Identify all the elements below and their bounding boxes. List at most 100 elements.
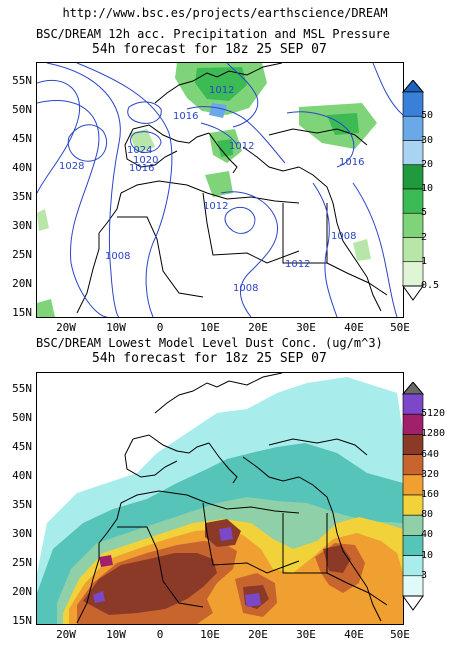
colorbar-swatch	[402, 115, 424, 141]
lon-label: 20W	[56, 628, 76, 641]
panel2-title: BSC/DREAM Lowest Model Level Dust Conc. …	[36, 336, 383, 350]
lon-label: 0	[156, 321, 164, 334]
colorbar-swatch	[402, 164, 424, 190]
colorbar-label: 1	[421, 255, 428, 267]
dust-peak-purple-3	[93, 591, 105, 603]
colorbar-swatch	[402, 188, 424, 214]
lat-label: 25N	[12, 248, 32, 261]
colorbar-label: 80	[421, 509, 434, 521]
dust-peak-purple-1	[219, 527, 233, 541]
dust-peak-magenta	[99, 555, 113, 567]
dust-map-svg	[37, 373, 403, 624]
lon-label: 40E	[344, 321, 364, 334]
lon-label: 50E	[390, 321, 410, 334]
isobar-label: 1012	[285, 259, 310, 270]
colorbar-label: 5120	[421, 408, 446, 420]
colorbar-label: 2	[421, 231, 428, 243]
isobar-label: 1016	[339, 157, 364, 168]
colorbar-swatch	[402, 91, 424, 117]
lat-label: 15N	[12, 306, 32, 319]
lat-label: 45N	[12, 132, 32, 145]
lat-label: 35N	[12, 190, 32, 203]
precipitation-map-svg: 1012 1016 1024 1020 1016 1028 1012 1016 …	[37, 63, 403, 317]
isobar-label: 1016	[173, 111, 198, 122]
lon-label: 10W	[106, 321, 126, 334]
colorbar-swatch	[402, 514, 424, 536]
panel2-subtitle: 54h forecast for 18z 25 SEP 07	[92, 351, 327, 366]
lon-label: 30E	[296, 628, 316, 641]
colorbar-top-arrow	[402, 80, 424, 93]
colorbar-swatch	[402, 555, 424, 577]
colorbar-swatch	[402, 494, 424, 516]
colorbar-label: 5	[421, 207, 428, 219]
colorbar-bottom-arrow	[402, 285, 424, 301]
precip-patch-west-atlantic	[37, 209, 49, 231]
colorbar-swatch	[402, 575, 424, 597]
lat-label: 30N	[12, 527, 32, 540]
colorbar-swatch	[402, 434, 424, 455]
lon-label: 0	[156, 628, 164, 641]
lon-label: 20W	[56, 321, 76, 334]
lat-label: 20N	[12, 585, 32, 598]
lat-label: 20N	[12, 277, 32, 290]
lon-label: 50E	[390, 628, 410, 641]
lon-label: 20E	[248, 321, 268, 334]
colorbar-label: 320	[421, 468, 440, 480]
isobar-label: 1008	[105, 251, 130, 262]
colorbar-swatch	[402, 413, 424, 435]
colorbar-swatch	[402, 261, 424, 287]
isobar-label: 1012	[203, 201, 228, 212]
dust-map	[36, 372, 404, 625]
panel1-title: BSC/DREAM 12h acc. Precipitation and MSL…	[36, 27, 391, 41]
colorbar-swatch	[402, 212, 424, 238]
isobar-label: 1020	[133, 155, 158, 166]
lat-label: 55N	[12, 382, 32, 395]
lat-label: 25N	[12, 556, 32, 569]
precip-patch-iberia	[129, 129, 155, 153]
colorbar-label: 0.5	[421, 280, 440, 291]
precip-patch-italy-core	[217, 139, 233, 157]
isobar-label: 1012	[209, 85, 234, 96]
colorbar-swatch	[402, 140, 424, 166]
precip-patch-ionian	[205, 171, 233, 197]
dust-plume-brown-west	[83, 553, 217, 615]
isobar-label: 1024	[127, 145, 152, 156]
colorbar-swatch	[402, 454, 424, 476]
isobar-label: 1008	[233, 283, 258, 294]
lat-label: 35N	[12, 498, 32, 511]
dust-colorbar-svg	[402, 382, 424, 611]
isobar-label: 1028	[59, 161, 84, 172]
colorbar-label: 10	[421, 183, 434, 194]
lat-label: 55N	[12, 74, 32, 87]
colorbar-label: 20	[421, 158, 434, 170]
isobar-label: 1008	[331, 231, 356, 242]
precip-patch-sw-corner	[37, 299, 55, 317]
colorbar-label: 10	[421, 549, 434, 561]
colorbar-swatch	[402, 393, 424, 415]
lat-label: 40N	[12, 161, 32, 174]
precip-patch-blue-core	[209, 103, 227, 118]
colorbar-label: 160	[421, 489, 440, 500]
colorbar-label: 640	[421, 448, 440, 460]
lon-label: 30E	[296, 321, 316, 334]
lat-label: 30N	[12, 219, 32, 232]
precip-colorbar-svg	[402, 80, 424, 301]
colorbar-label: 3	[421, 569, 428, 581]
colorbar-label: 1280	[421, 428, 446, 440]
precip-patch-north-core	[195, 67, 247, 101]
lat-label: 40N	[12, 469, 32, 482]
lat-label: 50N	[12, 103, 32, 116]
lat-label: 15N	[12, 614, 32, 627]
colorbar-label: 50	[421, 110, 434, 122]
coastlines	[76, 63, 388, 314]
isobar-label: 1012	[229, 141, 254, 152]
panel1-subtitle: 54h forecast for 18z 25 SEP 07	[92, 42, 327, 57]
isobar-label: 1016	[129, 163, 154, 174]
lon-label: 10W	[106, 628, 126, 641]
colorbar-bottom-arrow	[402, 595, 424, 611]
colorbar-top-arrow	[402, 382, 424, 395]
isobars	[37, 63, 403, 317]
colorbar-label: 40	[421, 529, 434, 541]
dust-peak-purple-2	[245, 593, 261, 607]
header-url: http://www.bsc.es/projects/earthscience/…	[62, 6, 388, 20]
